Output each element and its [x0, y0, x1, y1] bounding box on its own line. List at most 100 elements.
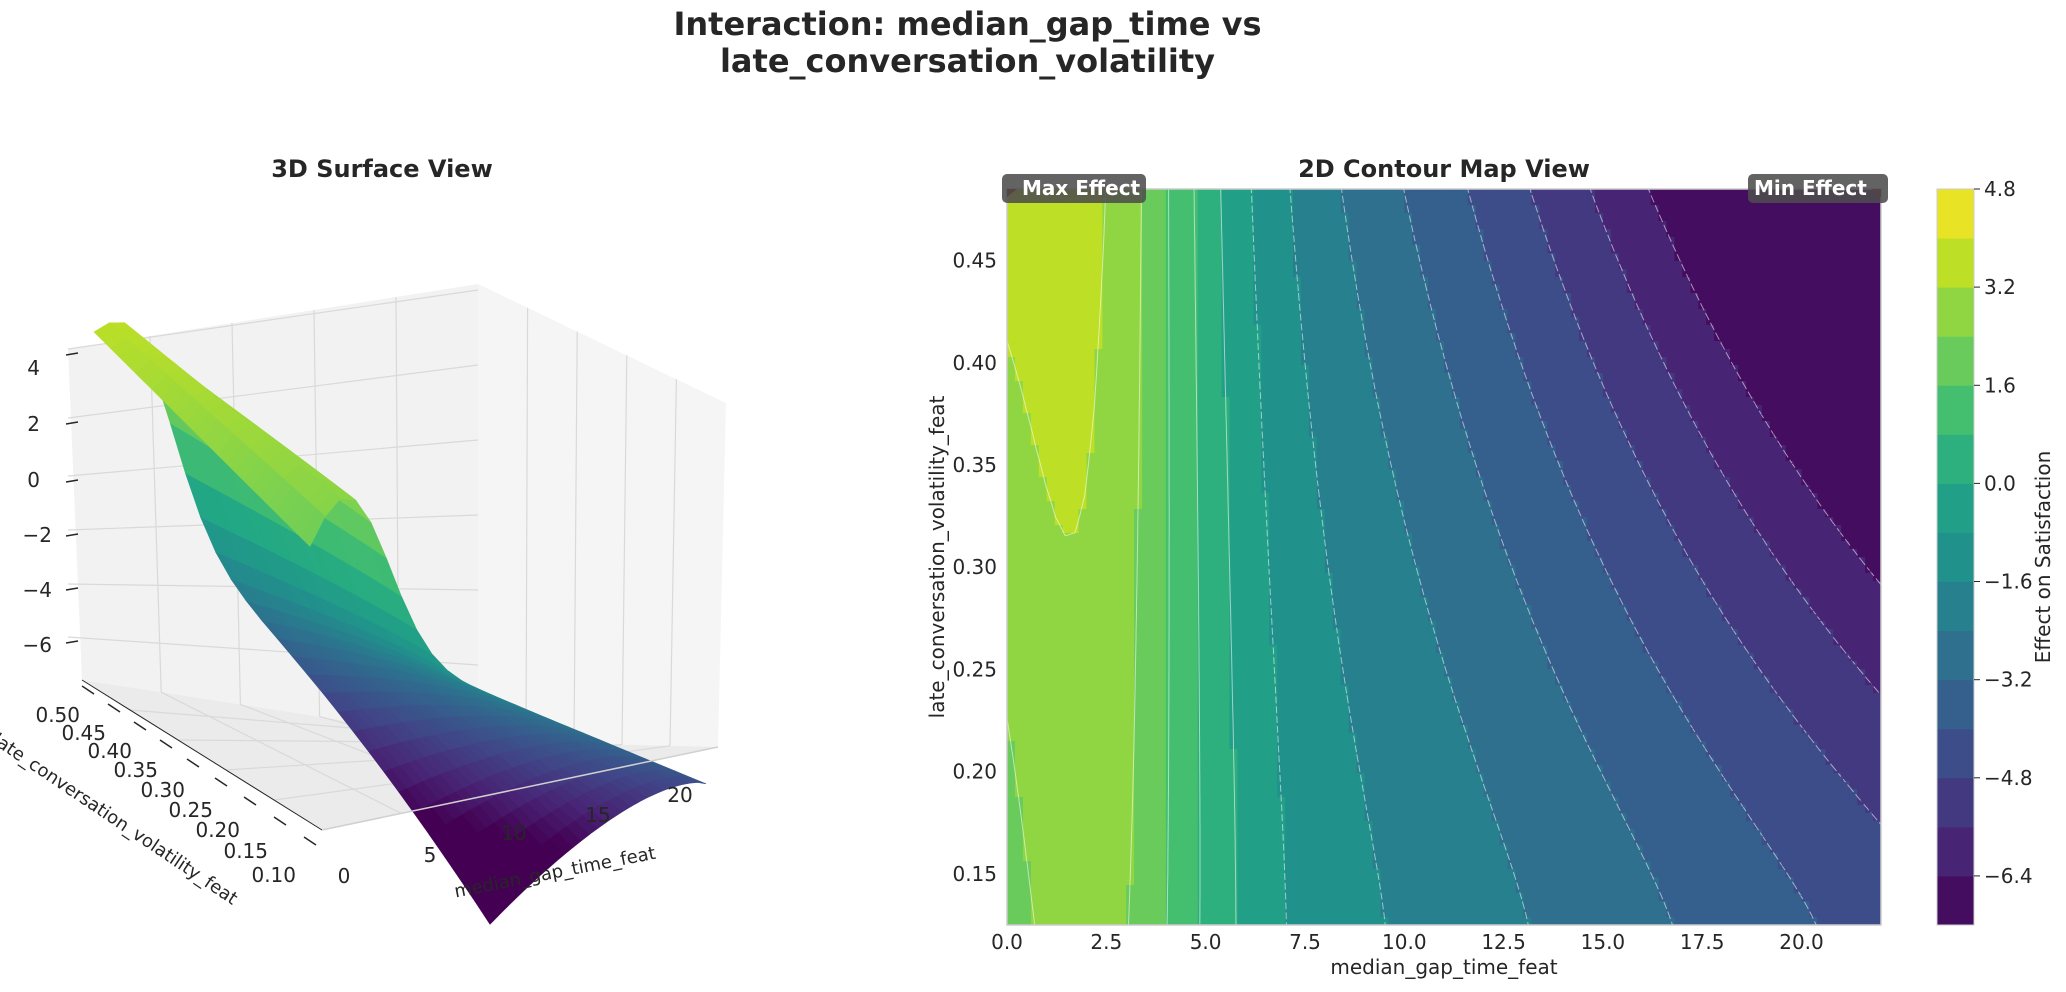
contour-cell [1205, 485, 1215, 494]
contour-cell [1150, 589, 1159, 598]
contour-cell [1300, 349, 1310, 358]
contour-cell [1165, 285, 1175, 294]
contour-cell [1229, 797, 1239, 806]
contour-cell [1372, 405, 1382, 414]
contour-cell [1285, 693, 1294, 702]
contour-cell [1221, 805, 1231, 814]
contour-cell [1094, 869, 1103, 878]
contour-cell [1118, 373, 1127, 382]
contour-cell [1229, 517, 1239, 526]
contour-cell [1102, 437, 1111, 446]
contour-cell [1102, 885, 1111, 894]
contour-cell [1229, 597, 1239, 606]
contour-cell [1110, 629, 1119, 638]
contour-cell [1269, 293, 1278, 302]
contour-cell [1118, 701, 1127, 710]
contour-cell [1007, 805, 1016, 814]
contour-cell [1038, 557, 1048, 566]
contour-cell [1134, 909, 1143, 918]
contour-cell [1022, 493, 1032, 502]
contour-cell [1150, 485, 1159, 494]
contour-cell [1253, 621, 1262, 630]
contour-cell [1316, 445, 1326, 454]
contour-cell [1285, 573, 1294, 582]
contour-cell [1165, 189, 1175, 198]
contour-cell [1126, 253, 1135, 262]
contour-cell [1245, 821, 1254, 830]
contour-cell [1165, 389, 1175, 398]
contour-cell [1110, 781, 1119, 790]
contour-cell [1269, 789, 1278, 798]
contour-cell [1229, 829, 1239, 838]
contour-cell [1197, 309, 1207, 318]
contour-cell [1277, 741, 1286, 750]
contour-cell [1054, 357, 1064, 366]
contour-cell [1094, 765, 1103, 774]
contour-cell [1046, 269, 1056, 278]
contour-cell [1253, 637, 1262, 646]
contour-cell [1213, 581, 1223, 590]
contour-cell [1253, 221, 1262, 230]
contour-cell [1253, 453, 1262, 462]
contour-cell [1261, 685, 1270, 694]
contour-cell [1022, 413, 1032, 422]
contour-fill [1007, 189, 1881, 925]
contour-cell [1189, 365, 1199, 374]
contour-cell [1038, 693, 1048, 702]
contour-cell [1142, 541, 1151, 550]
contour-cell [1094, 445, 1103, 454]
contour-cell [1046, 325, 1056, 334]
contour-cell [1126, 301, 1135, 310]
contour-cell [1205, 285, 1215, 294]
contour-cell [1348, 437, 1358, 446]
contour-cell [1078, 821, 1088, 830]
contour-cell [1142, 341, 1151, 350]
contour-cell [1340, 357, 1350, 366]
contour-cell [1261, 389, 1270, 398]
contour-cell [1014, 405, 1024, 414]
contour-cell [1340, 549, 1350, 558]
contour-cell [1014, 357, 1024, 366]
contour-cell [1300, 637, 1310, 646]
contour-cell [1277, 501, 1286, 510]
contour-cell [1142, 789, 1151, 798]
contour-cell [1086, 741, 1095, 750]
contour-cell [1316, 493, 1326, 502]
contour-cell [1046, 477, 1056, 486]
contour-cell [1348, 573, 1358, 582]
contour-cell [1269, 509, 1278, 518]
contour-cell [1134, 741, 1143, 750]
contour-cell [1261, 581, 1270, 590]
contour-cell [1126, 285, 1135, 294]
contour-cell [1102, 693, 1111, 702]
contour-cell [1118, 517, 1127, 526]
contour-cell [1007, 621, 1016, 630]
contour-cell [1094, 461, 1103, 470]
contour-cell [1038, 389, 1048, 398]
contour-cell [1157, 277, 1167, 286]
contour-cell [1356, 917, 1366, 925]
contour-cell [1173, 373, 1183, 382]
contour-cell [1181, 509, 1191, 518]
contour-cell [1086, 637, 1095, 646]
contour-cell [1150, 301, 1159, 310]
contour-cell [1356, 877, 1366, 886]
contour-cell [1205, 773, 1215, 782]
contour-cell [1316, 877, 1326, 886]
contour-cell [1150, 189, 1159, 198]
contour-cell [1245, 445, 1254, 454]
contour-cell [1086, 333, 1095, 342]
contour-cell [1038, 293, 1048, 302]
contour-cell [1150, 717, 1159, 726]
contour-cell [1300, 501, 1310, 510]
contour-cell [1118, 205, 1127, 214]
contour-cell [1094, 621, 1103, 630]
contour-cell [1078, 405, 1088, 414]
contour-cell [1150, 669, 1159, 678]
contour-cell [1332, 597, 1342, 606]
contour-cell [1348, 541, 1358, 550]
contour-cell [1022, 701, 1032, 710]
contour-cell [1173, 765, 1183, 774]
contour-cell [1197, 189, 1207, 198]
contour-cell [1261, 277, 1270, 286]
